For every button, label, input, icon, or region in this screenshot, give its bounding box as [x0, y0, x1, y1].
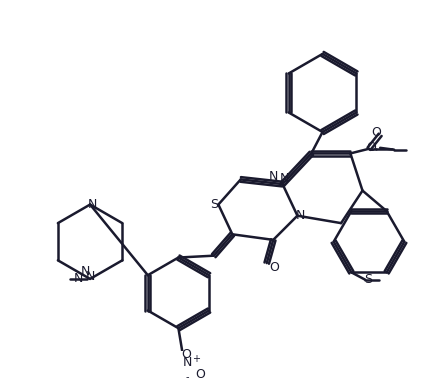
Text: N: N	[280, 172, 289, 185]
Text: O: O	[371, 127, 381, 139]
Text: N: N	[88, 198, 97, 211]
Text: S: S	[364, 273, 372, 286]
Text: S: S	[210, 198, 218, 211]
Text: N: N	[295, 209, 305, 222]
Text: O: O	[366, 141, 376, 154]
Text: N: N	[183, 356, 192, 369]
Text: O: O	[195, 368, 205, 378]
Text: N: N	[269, 170, 278, 183]
Text: N: N	[85, 270, 95, 283]
Text: N: N	[74, 273, 84, 285]
Text: O: O	[269, 261, 279, 274]
Text: -: -	[185, 372, 189, 378]
Text: +: +	[192, 354, 200, 364]
Text: O: O	[181, 348, 191, 361]
Text: N: N	[81, 265, 90, 278]
